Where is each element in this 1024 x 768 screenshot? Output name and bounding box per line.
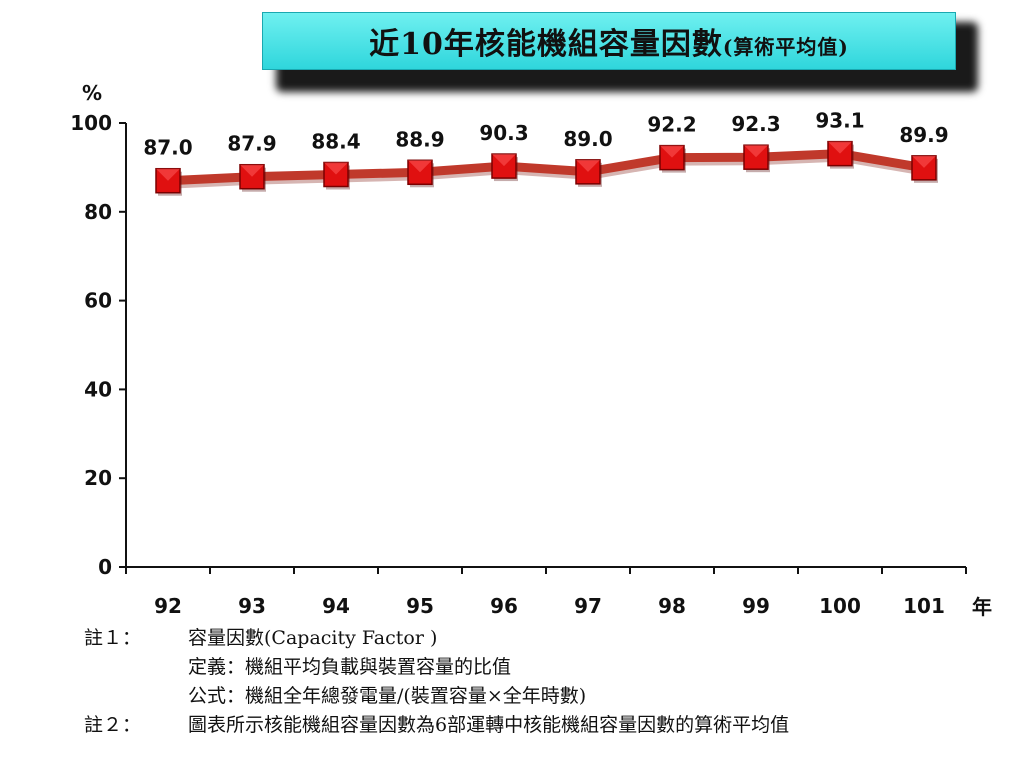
data-value-label: 90.3 <box>479 121 528 145</box>
chart-title-sub: (算術平均值) <box>722 35 849 59</box>
line-chart: 0 20 40 60 80 100 92 93 94 95 96 97 98 99 100 101 87.0… <box>70 81 992 619</box>
marker-highlight <box>660 145 684 158</box>
x-category-label: 101 <box>903 594 945 618</box>
marker-highlight <box>828 141 852 154</box>
marker-highlight <box>324 162 348 175</box>
x-axis-ticks: 92 93 94 95 96 97 98 99 100 101 <box>125 567 967 618</box>
value-labels: 87.0 87.9 88.4 88.9 90.3 89.0 92.2 92.3 93.1 89.9 <box>143 109 948 160</box>
data-value-label: 92.3 <box>731 112 780 136</box>
y-tick-label: 60 <box>84 289 112 313</box>
y-tick-label: 20 <box>84 466 112 490</box>
note-1-key: 註１： <box>84 627 142 649</box>
x-category-label: 95 <box>406 594 434 618</box>
x-category-label: 93 <box>238 594 266 618</box>
marker-highlight <box>156 168 180 181</box>
x-category-label: 100 <box>819 594 861 618</box>
data-value-label: 88.9 <box>395 127 444 151</box>
y-tick-label: 40 <box>84 377 112 401</box>
note-1-formula: 公式：機組全年總發電量/(裝置容量×全年時數) <box>188 685 587 707</box>
y-tick-label: 80 <box>84 200 112 224</box>
chart-title-box: 近10年核能機組容量因數(算術平均值) <box>262 12 956 70</box>
data-value-label: 87.9 <box>227 132 276 156</box>
y-axis-unit-label: % <box>82 81 102 105</box>
note-1: 註１： 容量因數(Capacity Factor ) <box>84 624 1014 653</box>
marker-highlight <box>744 145 768 158</box>
note-1-line-1: 容量因數(Capacity Factor ) <box>188 627 438 649</box>
marker-highlight <box>576 159 600 172</box>
marker-highlight <box>408 160 432 173</box>
marker-highlight <box>912 155 936 168</box>
series-line-group <box>167 149 926 189</box>
marker-highlight <box>492 154 516 167</box>
chart-title-main: 近10年核能機組容量因數 <box>369 27 723 62</box>
note-2-key: 註２： <box>84 714 142 736</box>
marker-highlight <box>240 164 264 177</box>
x-category-label: 94 <box>322 594 350 618</box>
data-value-label: 93.1 <box>815 109 864 133</box>
x-category-label: 92 <box>154 594 182 618</box>
note-2-line-1: 圖表所示核能機組容量因數為6部運轉中核能機組容量因數的算術平均值 <box>188 714 790 736</box>
footnotes: 註１： 容量因數(Capacity Factor ) 定義：機組平均負載與裝置容… <box>84 624 1014 740</box>
x-category-label: 96 <box>490 594 518 618</box>
data-value-label: 92.2 <box>647 113 696 137</box>
x-axis-unit-label: 年 <box>972 595 992 619</box>
x-category-label: 99 <box>742 594 770 618</box>
data-value-label: 88.4 <box>311 130 360 154</box>
y-tick-label: 0 <box>98 555 112 579</box>
x-category-label: 97 <box>574 594 602 618</box>
data-value-label: 89.9 <box>899 123 948 147</box>
data-value-label: 89.0 <box>563 127 612 151</box>
x-category-label: 98 <box>658 594 686 618</box>
y-tick-label: 100 <box>70 111 112 135</box>
note-2: 註２： 圖表所示核能機組容量因數為6部運轉中核能機組容量因數的算術平均值 <box>84 711 1014 740</box>
y-axis-ticks: 0 20 40 60 80 100 <box>70 111 126 579</box>
data-value-label: 87.0 <box>143 136 192 160</box>
series-line <box>167 149 925 186</box>
series-markers <box>155 140 938 196</box>
note-1-definition: 定義：機組平均負載與裝置容量的比值 <box>188 656 512 678</box>
chart-title: 近10年核能機組容量因數(算術平均值) <box>369 19 849 63</box>
